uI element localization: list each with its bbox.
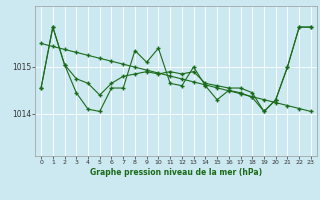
X-axis label: Graphe pression niveau de la mer (hPa): Graphe pression niveau de la mer (hPa) (90, 168, 262, 177)
